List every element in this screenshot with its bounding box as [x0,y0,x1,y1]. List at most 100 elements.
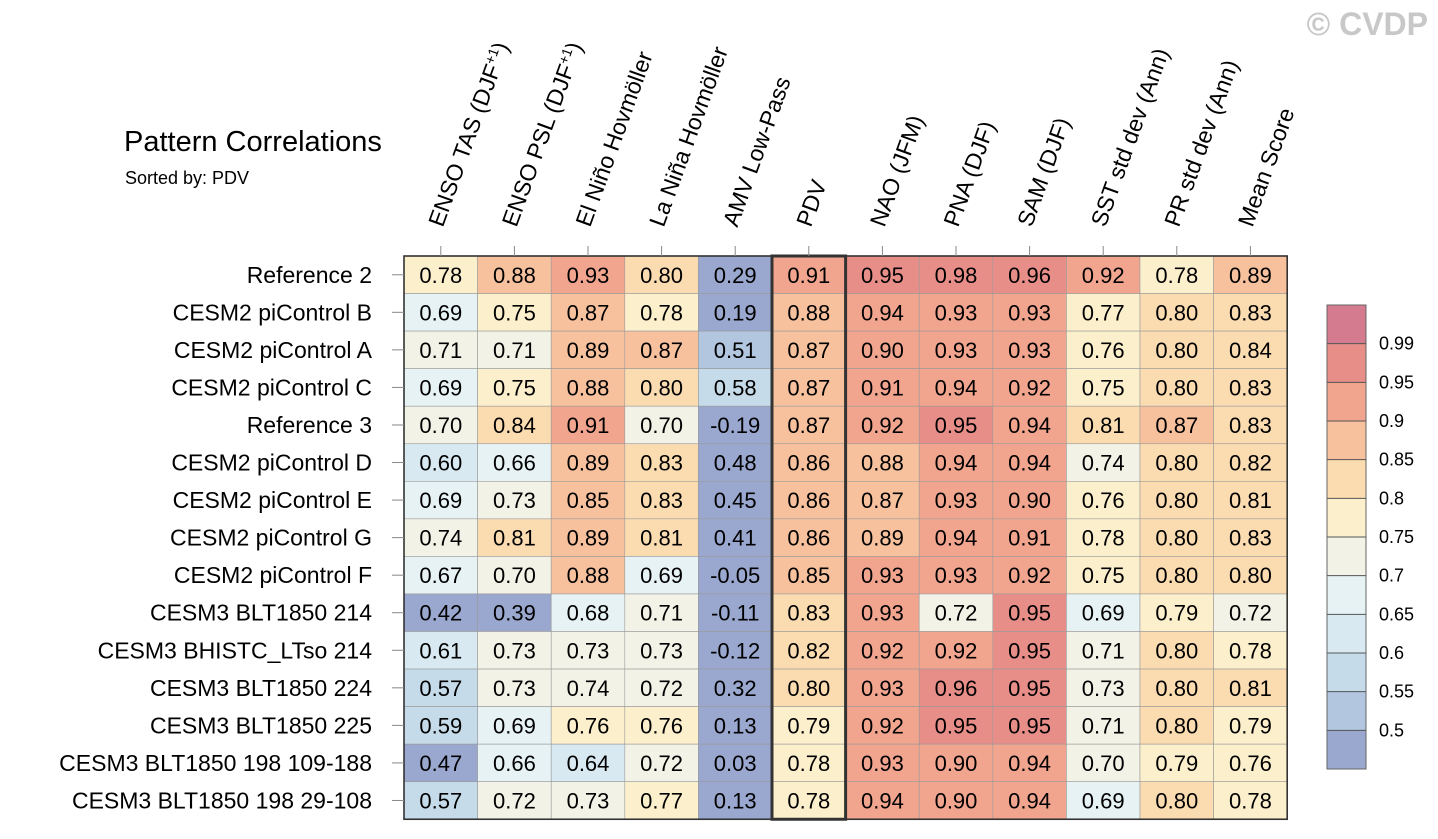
heatmap-cell [698,443,773,482]
heatmap-cell [918,518,994,557]
colorbar-label: 0.99 [1379,334,1414,354]
cell-value-label: 0.96 [935,676,978,701]
cell-value-label: 0.80 [1155,638,1198,663]
heatmap-cell [845,668,920,707]
cell-value-label: 0.80 [1155,488,1198,513]
cell-value-label: 0.89 [567,451,610,476]
chart-title: Pattern Correlations [124,126,382,158]
cell-value-label: 0.93 [935,563,978,588]
cell-value-label: 0.85 [787,563,830,588]
heatmap-cell [845,631,920,670]
cell-value-label: 0.83 [640,451,683,476]
cell-value-label: 0.75 [493,375,536,400]
cell-value-label: 0.95 [935,713,978,738]
cell-value-label: 0.70 [640,413,683,438]
heatmap-cell [918,556,994,595]
colorbar-segment [1327,343,1366,383]
heatmap-cell [698,781,773,820]
cell-value-label: 0.73 [493,676,536,701]
cell-value-label: 0.73 [640,638,683,663]
cell-value-label: 0.58 [714,375,757,400]
cell-value-label: 0.66 [493,451,536,476]
heatmap-cell [1213,518,1288,557]
cell-value-label: 0.93 [935,488,978,513]
column-header-label: ENSO TAS (DJF+1) [423,38,514,229]
heatmap-cell [992,480,1067,520]
cell-value-label: 0.69 [493,713,536,738]
cell-value-label: 0.74 [419,526,462,551]
heatmap-cell [1139,706,1214,745]
heatmap-cell [771,593,846,632]
heatmap-cell [845,293,920,332]
heatmap-cell [1066,781,1141,820]
cell-value-label: 0.79 [1155,601,1198,626]
cell-value-label: 0.88 [493,263,536,288]
heatmap-cell [845,443,920,482]
cell-value-label: 0.83 [787,601,830,626]
cell-value-label: 0.79 [1155,751,1198,776]
cell-value-label: 0.77 [1082,300,1125,325]
row-label: CESM3 BLT1850 225 [150,712,372,738]
heatmap-cell [992,330,1067,369]
cell-value-label: 0.75 [1082,375,1125,400]
cell-value-label: 0.81 [493,526,536,551]
heatmap-cell [1066,405,1141,445]
cell-value-label: 0.78 [787,788,830,813]
cell-value-label: 0.93 [1008,338,1051,363]
row-label: Reference 3 [247,412,372,438]
row-label: CESM3 BHISTC_LTso 214 [98,637,373,663]
heatmap-cell [1139,480,1214,520]
heatmap-cell [992,368,1067,407]
cell-value-label: 0.80 [1155,300,1198,325]
cell-value-label: 0.92 [1082,263,1125,288]
colorbar-segment [1327,614,1366,653]
cell-value-label: 0.72 [640,676,683,701]
heatmap-cell [992,631,1067,670]
cell-value-label: 0.60 [419,451,462,476]
heatmap-cell [845,743,920,783]
heatmap-cell [771,706,846,745]
cell-value-label: 0.95 [1008,713,1051,738]
heatmap-cell [403,781,478,820]
heatmap-cell [624,330,699,369]
colorbar-segment [1327,498,1366,537]
heatmap-cell [992,668,1067,707]
heatmap-cell [698,518,773,557]
cell-value-label: 0.81 [1082,413,1125,438]
heatmap-cell [1213,293,1288,332]
heatmap-cell [771,518,846,557]
cell-value-label: 0.73 [493,488,536,513]
cell-value-label: 0.81 [1229,676,1272,701]
heatmap-cell [550,631,626,670]
heatmap-cell [1139,368,1214,407]
heatmap-cell [624,405,699,445]
heatmap-cell [845,593,920,632]
column-header-label: NAO (JFM) [865,112,929,230]
cell-value-label: 0.82 [1229,451,1272,476]
heatmap-cell [624,443,699,482]
heatmap-cell [403,405,478,445]
cell-value-label: 0.94 [935,526,978,551]
cell-value-label: 0.80 [1229,563,1272,588]
heatmap-cell [771,330,846,369]
cell-value-label: 0.78 [1155,263,1198,288]
cell-value-label: 0.94 [935,375,978,400]
heatmap-cell [698,668,773,707]
cell-value-label: 0.88 [567,563,610,588]
cell-value-label: 0.87 [787,338,830,363]
row-label: CESM2 piControl D [171,450,372,476]
cell-value-label: 0.90 [935,788,978,813]
cell-value-label: 0.87 [787,413,830,438]
heatmap-cell [771,743,846,783]
row-label: CESM2 piControl B [173,299,372,325]
cell-value-label: 0.84 [493,413,536,438]
colorbar-label: 0.55 [1379,682,1414,702]
cell-value-label: 0.81 [1229,488,1272,513]
cell-value-label: 0.71 [419,338,462,363]
colorbar-label: 0.7 [1379,566,1404,586]
heatmap-cell [771,480,846,520]
cell-value-label: 0.45 [714,488,757,513]
heatmap-cell [992,293,1067,332]
heatmap-cell [771,405,846,445]
